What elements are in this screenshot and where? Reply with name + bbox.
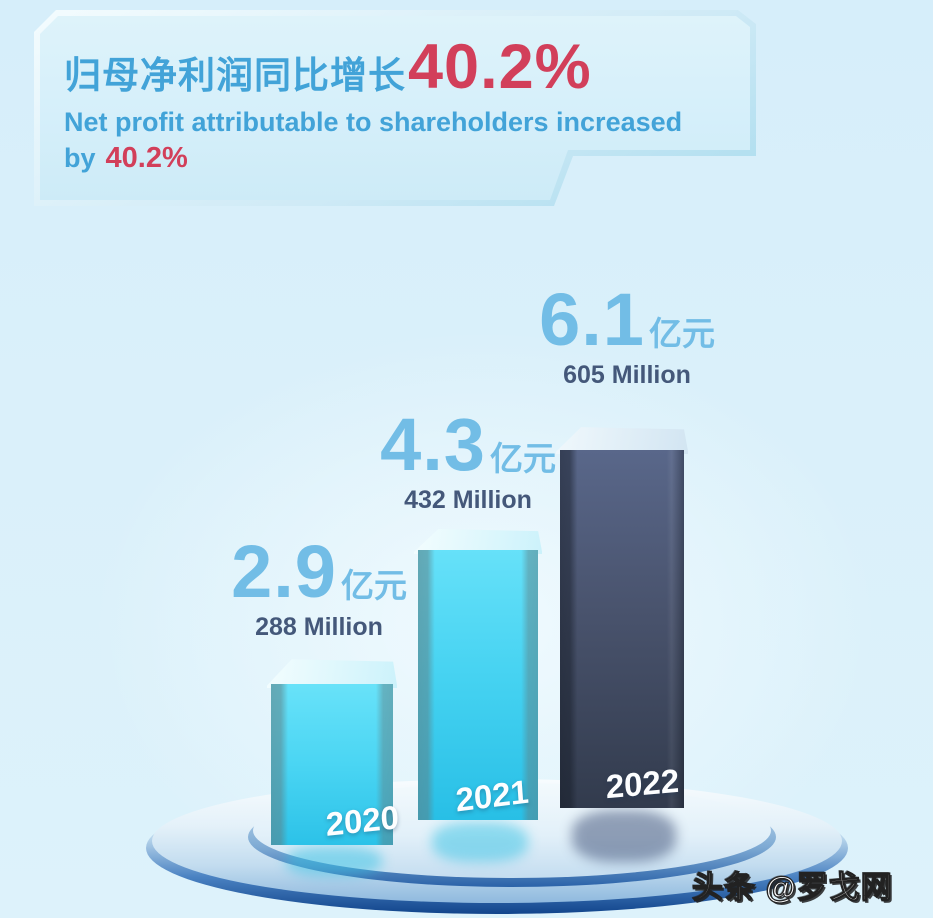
- value-million-2020: 288 Million: [255, 613, 383, 641]
- value-unit-2022: 亿元: [648, 315, 715, 352]
- banner-text-block: 归母净利润同比增长 40.2% Net profit attributable …: [64, 32, 724, 175]
- value-number-2021: 4.3: [380, 403, 486, 486]
- bar-2022-front-face: 2022: [560, 450, 684, 808]
- bar-2021-top-face: [414, 529, 542, 554]
- bar-2022-top-face: [556, 427, 688, 454]
- value-unit-2021: 亿元: [489, 440, 556, 477]
- bar-2021: 2021: [414, 528, 542, 820]
- title-growth-percent: 40.2%: [408, 32, 592, 102]
- bar-2020: 2020: [267, 658, 399, 845]
- bar-2020-front-face: 2020: [271, 684, 399, 845]
- bar-reflection-2021: [432, 822, 528, 862]
- value-number-2022: 6.1: [539, 278, 645, 361]
- value-label-2020: 2.9 亿元 288 Million: [207, 535, 431, 642]
- value-row-2022: 6.1 亿元: [515, 283, 739, 357]
- subtitle-growth-percent: 40.2%: [105, 141, 188, 174]
- subtitle-english: Net profit attributable to shareholders …: [64, 107, 683, 137]
- bar-2020-top-face: [267, 659, 397, 688]
- bar-reflection-2022: [572, 810, 676, 862]
- value-row-2020: 2.9 亿元: [207, 535, 431, 609]
- bar-reflection-2020: [286, 846, 382, 876]
- title-chinese: 归母净利润同比增长: [64, 55, 406, 96]
- bar-2021-front-face: 2021: [418, 550, 538, 820]
- subtitle-row-2: by 40.2%: [64, 142, 724, 175]
- value-label-2021: 4.3 亿元 432 Million: [356, 408, 580, 515]
- subtitle-prefix: by: [64, 142, 96, 173]
- watermark-logo-text: 头条 @罗戈网: [691, 869, 893, 905]
- value-row-2021: 4.3 亿元: [356, 408, 580, 482]
- value-unit-2020: 亿元: [340, 567, 407, 604]
- value-number-2020: 2.9: [231, 530, 337, 613]
- title-row: 归母净利润同比增长 40.2%: [64, 32, 724, 102]
- value-million-2022: 605 Million: [563, 361, 691, 389]
- value-label-2022: 6.1 亿元 605 Million: [515, 283, 739, 390]
- value-million-2021: 432 Million: [404, 486, 532, 514]
- bar-2022: 2022: [556, 426, 688, 808]
